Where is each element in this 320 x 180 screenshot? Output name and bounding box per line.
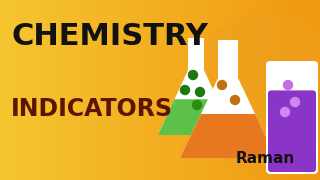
FancyBboxPatch shape	[266, 61, 318, 174]
Circle shape	[291, 98, 300, 107]
Circle shape	[230, 96, 239, 105]
FancyBboxPatch shape	[268, 90, 316, 172]
Polygon shape	[158, 38, 234, 135]
Text: Raman: Raman	[235, 151, 294, 166]
Circle shape	[188, 71, 197, 80]
Circle shape	[281, 107, 290, 116]
Text: INDICATORS: INDICATORS	[11, 97, 173, 121]
Circle shape	[180, 86, 189, 94]
Circle shape	[193, 100, 202, 109]
Circle shape	[284, 80, 292, 89]
Circle shape	[218, 80, 227, 89]
Circle shape	[196, 87, 204, 96]
Circle shape	[187, 14, 320, 170]
Polygon shape	[158, 99, 234, 135]
Polygon shape	[180, 40, 276, 158]
Text: CHEMISTRY: CHEMISTRY	[11, 22, 208, 51]
Polygon shape	[180, 114, 276, 158]
